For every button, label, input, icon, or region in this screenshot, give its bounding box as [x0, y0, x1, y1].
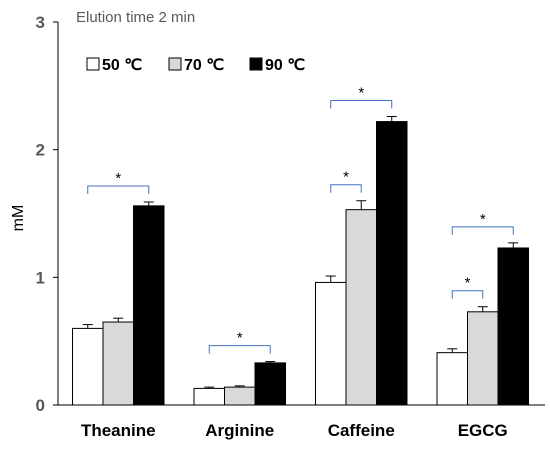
- significance-star: *: [343, 169, 349, 186]
- chart-title: Elution time 2 min: [76, 9, 195, 26]
- bar-egcg-1: [436, 352, 468, 406]
- bar-caffeine-1: [315, 281, 347, 406]
- significance-star: *: [358, 84, 364, 101]
- y-tick-label: 0: [36, 396, 45, 415]
- significance-bracket: [451, 290, 484, 299]
- x-tick-label: Caffeine: [328, 421, 395, 440]
- significance-bracket: [208, 345, 271, 354]
- y-tick-label: 1: [36, 268, 45, 287]
- y-tick-label: 2: [36, 141, 45, 160]
- bar-theanine-1: [72, 327, 104, 406]
- significance-bracket: [330, 184, 362, 193]
- significance-star: *: [465, 275, 471, 292]
- significance-star: *: [480, 211, 486, 228]
- legend: 50 ℃ 70 ℃ 90 ℃: [86, 57, 305, 74]
- y-tick-label: 3: [36, 13, 45, 32]
- legend-label-1: 50 ℃: [102, 57, 142, 74]
- x-tick-label: Theanine: [81, 421, 156, 440]
- bar-arginine-1: [193, 387, 225, 406]
- significance-bracket: [87, 185, 150, 195]
- legend-swatch-1: [86, 57, 100, 71]
- bar-theanine-3: [133, 205, 165, 406]
- y-axis-label: mM: [10, 205, 27, 232]
- legend-swatch-3: [249, 57, 263, 71]
- bar-arginine-2: [224, 386, 256, 406]
- bar-arginine-3: [254, 362, 286, 406]
- significance-bracket: [330, 99, 393, 109]
- significance-bracket: [451, 226, 514, 235]
- bar-theanine-2: [102, 321, 134, 406]
- bar-caffeine-3: [376, 121, 408, 406]
- bar-egcg-2: [467, 311, 499, 406]
- legend-label-2: 70 ℃: [184, 57, 224, 74]
- x-tick-label: EGCG: [458, 421, 508, 440]
- significance-star: *: [237, 330, 243, 347]
- bar-caffeine-2: [345, 209, 377, 406]
- plot-area: 0 1 2 3 Theanine Arginine Caffeine EGCG * * * * * *: [36, 13, 545, 440]
- x-tick-label: Arginine: [205, 421, 274, 440]
- legend-label-3: 90 ℃: [265, 57, 305, 74]
- bar-egcg-3: [497, 247, 529, 406]
- legend-swatch-2: [168, 57, 182, 71]
- significance-star: *: [115, 170, 121, 187]
